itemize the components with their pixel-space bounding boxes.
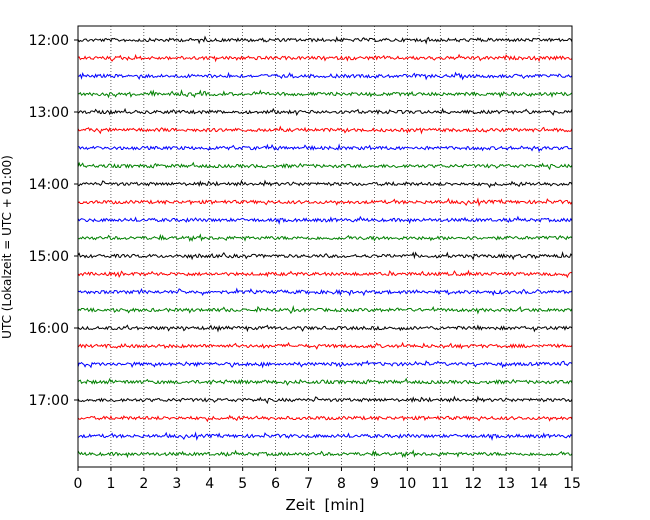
trace-line	[77, 71, 573, 81]
trace-line	[77, 35, 573, 45]
y-tick-label: 16:00	[29, 321, 69, 337]
y-axis-label: UTC (Lokalzeit = UTC + 01:00)	[0, 155, 14, 339]
trace-line	[77, 269, 573, 279]
y-tick-label: 12:00	[29, 33, 69, 49]
x-tick-label: 12	[464, 476, 482, 492]
trace-line	[77, 250, 573, 261]
y-tick-label: 17:00	[29, 393, 69, 409]
trace-line	[77, 107, 573, 117]
x-axis-ticks: 0 1 2 3 4 5 6 7 8 9 10 11 12 13 14 15	[74, 467, 581, 492]
trace-line	[77, 287, 573, 297]
seismic-traces	[77, 35, 573, 459]
x-tick-label: 13	[497, 476, 515, 492]
trace-line	[77, 431, 573, 441]
trace-line	[77, 341, 573, 350]
x-tick-label: 9	[370, 476, 379, 492]
trace-line	[77, 197, 573, 207]
x-tick-label: 15	[563, 476, 581, 492]
trace-line	[77, 125, 573, 135]
x-tick-label: 11	[431, 476, 449, 492]
x-tick-label: 5	[238, 476, 247, 492]
trace-line	[77, 324, 573, 333]
trace-line	[77, 143, 573, 153]
x-tick-label: 4	[205, 476, 214, 492]
trace-line	[77, 179, 573, 189]
x-tick-label: 2	[139, 476, 148, 492]
y-tick-label: 13:00	[29, 105, 69, 121]
x-tick-label: 1	[106, 476, 115, 492]
x-tick-label: 3	[172, 476, 181, 492]
x-tick-label: 6	[271, 476, 280, 492]
y-tick-label: 15:00	[29, 249, 69, 265]
x-tick-label: 10	[398, 476, 416, 492]
trace-line	[77, 395, 573, 405]
trace-line	[77, 377, 573, 386]
trace-line	[77, 233, 573, 243]
x-tick-label: 0	[74, 476, 83, 492]
trace-line	[77, 161, 573, 171]
trace-line	[77, 305, 573, 315]
x-axis-label: Zeit [min]	[285, 496, 364, 514]
trace-line	[77, 89, 573, 99]
plot-area-frame	[77, 25, 573, 468]
trace-line	[77, 53, 573, 63]
x-tick-label: 14	[530, 476, 548, 492]
trace-line	[77, 359, 573, 369]
y-tick-label: 14:00	[29, 177, 69, 193]
trace-line	[77, 449, 573, 459]
y-axis-ticks: 12:00 13:00 14:00 15:00 16:00 17:00	[29, 33, 78, 409]
x-tick-label: 7	[304, 476, 313, 492]
trace-line	[77, 215, 573, 225]
x-tick-label: 8	[337, 476, 346, 492]
trace-line	[77, 414, 573, 423]
